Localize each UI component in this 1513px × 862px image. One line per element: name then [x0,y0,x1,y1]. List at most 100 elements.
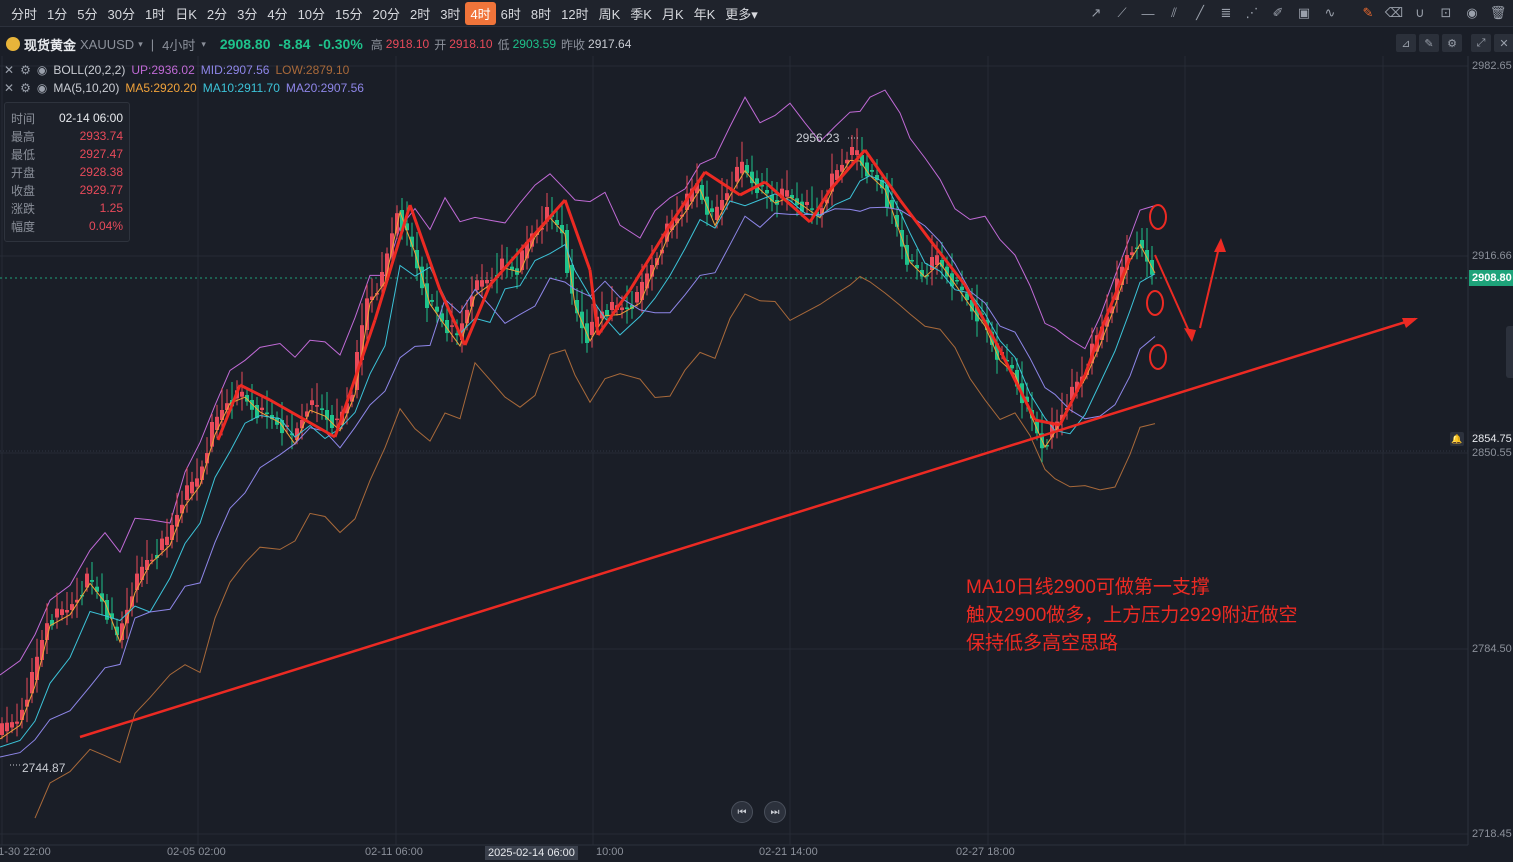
arrow-head [1402,318,1418,328]
tab-timeframe[interactable]: 1分 [47,6,68,22]
tab-timeframe[interactable]: 3分 [237,6,258,22]
side-panel-handle[interactable] [1506,326,1513,378]
chart-type-icon[interactable]: ⊿ [1396,34,1416,52]
ma10-value: MA10:2911.70 [202,81,280,95]
eye-icon[interactable]: ◉ [36,63,48,77]
analysis-arrow-segment [963,284,1002,351]
tab-timeframe[interactable]: 周K [598,6,621,22]
scroll-right-button[interactable]: ⏭ [764,801,786,823]
ohlc-key: 最低 [11,147,36,162]
candle-body [65,610,69,613]
image-icon[interactable]: ▣ [1297,5,1311,20]
extended-line-icon[interactable]: ⟋ [1117,5,1127,20]
tab-timeframe[interactable]: 5分 [77,6,98,22]
edit-icon[interactable]: ✎ [1362,5,1374,20]
tab-timeframe[interactable]: 更多▾ [725,6,758,22]
scroll-left-button[interactable]: ⏮ [731,801,753,823]
candle-body [120,623,124,640]
tab-timeframe[interactable]: 日K [175,6,197,22]
analysis-arrow-segment [588,269,600,336]
fan-icon[interactable]: ⋰ [1245,5,1259,20]
symbol-name[interactable]: 现货黄金 [24,37,77,53]
candle-body [425,283,429,308]
max-price-label: 2956.23 [796,131,840,145]
boll-upper-line [0,89,1156,676]
tab-timeframe[interactable]: 季K [630,6,652,22]
tab-timeframe[interactable]: 4时 [465,1,496,25]
candle-body [620,307,624,310]
tab-timeframe[interactable]: 6时 [500,6,521,22]
tab-timeframe[interactable]: 3时 [440,6,461,22]
candle-body [480,280,484,287]
magnet-icon[interactable]: ∪ [1415,5,1425,20]
parallel-channel-icon[interactable]: ⫽ [1171,5,1177,20]
time-axis-label: 02-27 18:00 [956,846,1015,858]
lock-icon[interactable]: ⊡ [1440,5,1452,20]
candle-body [530,233,534,247]
analysis-arrow-segment [928,239,967,286]
candle-body [675,218,679,224]
close-icon[interactable]: ✕ [1494,34,1513,52]
candle-body [345,403,349,414]
analysis-arrow-segment [1103,257,1132,321]
pencil-icon[interactable]: ✎ [1419,34,1439,52]
ohlc-row: 最低 2927.47 [5,145,129,163]
settings-icon[interactable]: ⚙ [20,63,31,77]
ray-icon[interactable]: ↗ [1090,5,1102,20]
brush-icon[interactable]: ✐ [1272,5,1284,20]
candle-body [445,320,449,334]
tab-timeframe[interactable]: 2时 [409,6,431,22]
ohlc-row: 开盘 2928.38 [5,163,129,181]
tab-timeframe[interactable]: 2分 [206,6,228,22]
ohlc-key: 时间 [11,111,36,126]
tab-timeframe[interactable]: 12时 [561,6,589,22]
candle-body [180,504,184,514]
analysis-arrow-segment [898,199,932,241]
candle-body [135,573,139,590]
candle-body [835,170,839,180]
tab-timeframe[interactable]: 20分 [372,6,400,22]
tab-timeframe[interactable]: 8时 [530,6,552,22]
eye-icon[interactable]: ◉ [1466,5,1478,20]
chevron-down-icon[interactable]: ▾ [201,38,206,49]
ohlc-key: 幅度 [11,219,36,234]
ohlc-row: 最高 2933.74 [5,127,129,145]
tab-timeframe[interactable]: 分时 [11,6,38,22]
tab-timeframe[interactable]: 10分 [297,6,326,22]
tab-timeframe[interactable]: 月K [661,6,684,22]
analysis-arrow-segment [828,149,867,191]
tab-timeframe[interactable]: 4分 [267,6,288,22]
candle-body [240,391,244,397]
horizontal-line-icon[interactable]: — [1141,5,1155,21]
tab-timeframe[interactable]: 1时 [144,6,166,22]
candle-body [225,403,229,410]
settings-icon[interactable]: ⚙ [1442,34,1462,52]
trash-icon[interactable]: 🗑 [1489,5,1507,20]
ma-name: MA(5,10,20) [53,81,120,95]
eraser-icon[interactable]: ⌫ [1384,5,1404,20]
expand-icon[interactable]: ⤢ [1471,34,1491,52]
symbol-code[interactable]: XAUUSD [80,36,135,52]
close-icon[interactable]: ✕ [4,63,15,77]
highlight-circle [1149,344,1167,370]
alarm-icon[interactable]: 🔔 [1450,432,1464,446]
close-icon[interactable]: ✕ [4,81,15,95]
fibonacci-icon[interactable]: ≣ [1220,5,1232,20]
wave-icon[interactable]: ∿ [1324,5,1336,20]
chevron-down-icon[interactable]: ▾ [138,38,143,49]
ma10-line [0,175,1156,748]
settings-icon[interactable]: ⚙ [20,81,31,95]
candle-body [90,580,94,582]
ohlc-tooltip: 时间 02-14 06:00 最高 2933.74 最低 2927.47 开盘 2928.38… [4,102,130,242]
min-price-label: 2744.87 [22,761,66,775]
tab-timeframe[interactable]: 30分 [107,6,135,22]
segment-icon[interactable]: ╱ [1196,5,1204,20]
tab-timeframe[interactable]: 15分 [335,6,363,22]
candle-body [55,608,59,618]
period-select[interactable]: 4小时 [162,37,196,53]
prev-close-value: 2917.64 [588,37,632,51]
tab-timeframe[interactable]: 年K [693,6,716,22]
candle-body [700,185,704,200]
eye-icon[interactable]: ◉ [36,81,48,95]
